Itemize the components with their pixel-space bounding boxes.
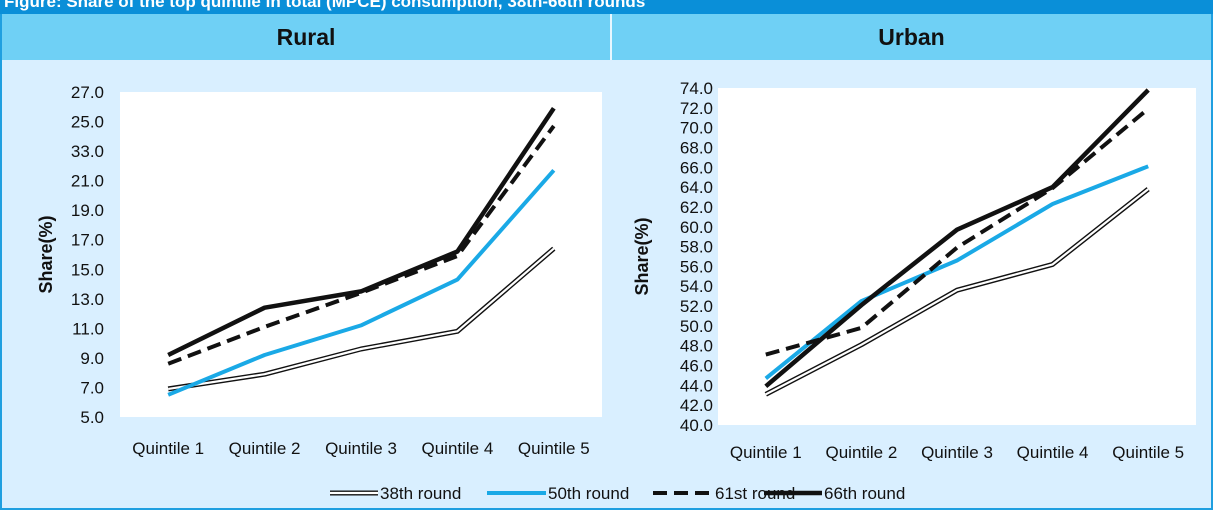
urban-x-tick-label: Quintile 5 — [1112, 443, 1184, 462]
urban-y-tick-label: 46.0 — [680, 357, 713, 376]
rural-y-tick-label: 13.0 — [71, 290, 104, 309]
rural-series-line — [167, 168, 556, 397]
rural-y-tick-label: 27.0 — [71, 83, 104, 102]
urban-x-tick-label: Quintile 3 — [921, 443, 993, 462]
urban-series-line — [764, 164, 1149, 380]
legend-label: 50th round — [548, 484, 629, 503]
urban-series-line — [765, 188, 1149, 396]
rural-x-tick-label: Quintile 5 — [518, 439, 590, 458]
urban-plot-area — [718, 88, 1196, 425]
urban-y-tick-label: 48.0 — [680, 337, 713, 356]
rural-y-tick-label: 33.0 — [71, 142, 104, 161]
rural-series-line — [168, 247, 555, 390]
urban-series-line — [765, 107, 1150, 357]
rural-y-tick-label: 7.0 — [80, 378, 104, 397]
urban-x-tick-label: Quintile 2 — [825, 443, 897, 462]
urban-y-tick-label: 42.0 — [680, 396, 713, 415]
urban-y-tick-label: 66.0 — [680, 158, 713, 177]
rural-plot-area — [120, 92, 602, 417]
rural-x-tick-label: Quintile 3 — [325, 439, 397, 458]
urban-y-tick-label: 74.0 — [680, 79, 713, 98]
urban-x-tick-label: Quintile 4 — [1017, 443, 1089, 462]
rural-x-tick-label: Quintile 1 — [132, 439, 204, 458]
rural-x-tick-label: Quintile 2 — [229, 439, 301, 458]
panel-header-urban: Urban — [612, 14, 1211, 60]
urban-y-tick-label: 72.0 — [680, 99, 713, 118]
rural-y-axis-label: Share(%) — [36, 215, 56, 293]
urban-x-tick-label: Quintile 1 — [730, 443, 802, 462]
rural-x-tick-label: Quintile 4 — [421, 439, 493, 458]
panel-header-rural: Rural — [2, 14, 612, 60]
rural-y-tick-label: 11.0 — [72, 319, 104, 338]
rural-y-tick-label: 15.0 — [71, 260, 104, 279]
urban-y-tick-label: 40.0 — [680, 416, 713, 435]
legend-label: 38th round — [380, 484, 461, 503]
urban-y-tick-label: 58.0 — [680, 238, 713, 257]
urban-y-tick-label: 70.0 — [680, 119, 713, 138]
rural-y-tick-label: 9.0 — [80, 349, 104, 368]
legend-label: 61st round — [715, 484, 795, 503]
figure-title-bar: Figure: Share of the top quintile in tot… — [0, 0, 1213, 14]
rural-y-tick-label: 17.0 — [71, 231, 104, 250]
urban-y-tick-label: 68.0 — [680, 138, 713, 157]
rural-series-line — [167, 107, 556, 358]
urban-y-tick-label: 52.0 — [680, 297, 713, 316]
urban-y-tick-label: 60.0 — [680, 218, 713, 237]
urban-y-tick-label: 50.0 — [680, 317, 713, 336]
rural-y-tick-label: 19.0 — [71, 201, 104, 220]
legend-label: 66th round — [824, 484, 905, 503]
rural-series-line — [167, 124, 556, 366]
urban-y-tick-label: 64.0 — [680, 178, 713, 197]
urban-y-axis-label: Share(%) — [632, 217, 652, 295]
urban-y-tick-label: 44.0 — [680, 376, 713, 395]
urban-y-tick-label: 56.0 — [680, 257, 713, 276]
urban-series-line — [764, 88, 1150, 389]
figure-title: Figure: Share of the top quintile in tot… — [4, 0, 646, 11]
rural-y-tick-label: 25.0 — [71, 113, 104, 132]
rural-y-tick-label: 21.0 — [71, 172, 104, 191]
rural-y-tick-label: 5.0 — [80, 408, 104, 427]
urban-y-tick-label: 54.0 — [680, 277, 713, 296]
urban-y-tick-label: 62.0 — [680, 198, 713, 217]
